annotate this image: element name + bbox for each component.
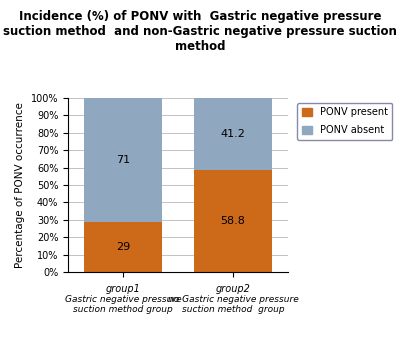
Y-axis label: Percentage of PONV occurrence: Percentage of PONV occurrence [15,102,25,268]
Bar [84,222,162,272]
Text: 71: 71 [116,155,130,165]
Text: Incidence (%) of PONV with  Gastric negative pressure
suction method  and non-Ga: Incidence (%) of PONV with Gastric negat… [3,10,397,53]
Bar [194,170,272,272]
Text: no Gastric negative pressure
suction method  group: no Gastric negative pressure suction met… [168,295,298,314]
Text: 29: 29 [116,242,130,252]
Bar [194,98,272,170]
Text: 58.8: 58.8 [220,216,246,226]
Text: Gastric negative pressure
suction method group: Gastric negative pressure suction method… [65,295,181,314]
Text: 41.2: 41.2 [220,129,246,139]
Legend: PONV present, PONV absent: PONV present, PONV absent [297,103,392,140]
Text: group2: group2 [216,284,250,295]
Text: group1: group1 [106,284,140,295]
Bar [84,98,162,222]
